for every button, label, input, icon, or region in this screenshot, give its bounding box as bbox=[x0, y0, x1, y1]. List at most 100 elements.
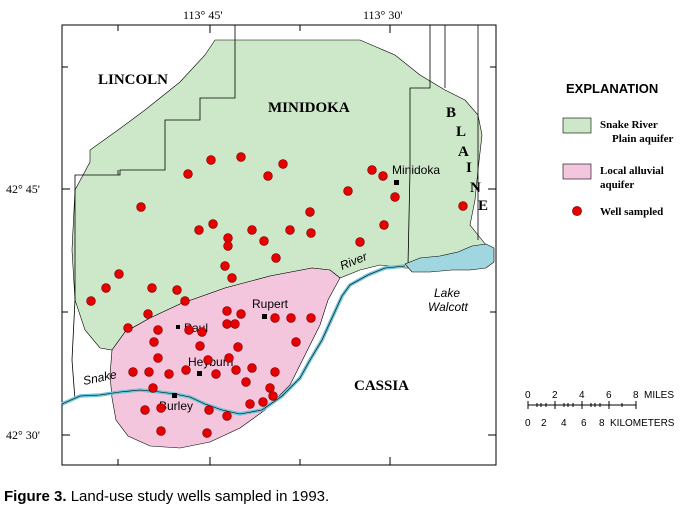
well-marker bbox=[233, 342, 243, 352]
well-marker bbox=[236, 309, 246, 319]
legend-item-1-line1: Snake River bbox=[600, 119, 658, 131]
map-ticks bbox=[62, 25, 496, 465]
well-marker bbox=[343, 186, 353, 196]
well-marker bbox=[222, 306, 232, 316]
well-marker bbox=[247, 225, 257, 235]
well-marker bbox=[306, 313, 316, 323]
well-marker bbox=[181, 365, 191, 375]
legend-well-dot bbox=[572, 206, 582, 216]
scale-km-4: 4 bbox=[561, 418, 567, 429]
well-marker bbox=[222, 411, 232, 421]
well-marker bbox=[270, 313, 280, 323]
well-marker bbox=[144, 367, 154, 377]
well-marker bbox=[355, 237, 365, 247]
well-marker bbox=[136, 202, 146, 212]
well-marker bbox=[156, 403, 166, 413]
well-marker bbox=[149, 337, 159, 347]
legend-item-2-line1: Local alluvial bbox=[600, 165, 664, 177]
lake-walcott bbox=[404, 243, 495, 273]
svg-text:E: E bbox=[478, 198, 488, 214]
latitude-label-2: 42° 30' bbox=[6, 428, 40, 442]
well-marker bbox=[143, 309, 153, 319]
well-marker bbox=[204, 405, 214, 415]
well-marker bbox=[220, 261, 230, 271]
svg-text:L: L bbox=[456, 124, 466, 140]
scale-miles-0: 0 bbox=[525, 390, 531, 401]
county-label-minidoka: MINIDOKA bbox=[268, 100, 350, 116]
well-marker bbox=[128, 367, 138, 377]
well-marker bbox=[208, 219, 218, 229]
well-marker bbox=[278, 159, 288, 169]
well-marker bbox=[458, 201, 468, 211]
well-marker bbox=[211, 369, 221, 379]
river-label-snake: Snake bbox=[82, 367, 119, 388]
scale-bar: 0 2 4 6 8 MILES 0 2 4 6 8 KILOMETERS bbox=[525, 390, 675, 429]
figure-caption-label: Figure 3. bbox=[4, 488, 67, 505]
scale-km-0: 0 bbox=[525, 418, 531, 429]
well-marker bbox=[379, 220, 389, 230]
well-marker bbox=[236, 152, 246, 162]
county-label-lincoln: LINCOLN bbox=[98, 72, 168, 88]
legend-item-3-line1: Well sampled bbox=[600, 206, 663, 218]
legend-swatch-green bbox=[562, 117, 592, 134]
well-marker bbox=[203, 355, 213, 365]
well-marker bbox=[285, 225, 295, 235]
legend: EXPLANATION Snake River Plain aquifer Lo… bbox=[562, 81, 674, 218]
scale-km-label: KILOMETERS bbox=[610, 418, 675, 429]
well-marker bbox=[222, 319, 232, 329]
scale-miles-8: 8 bbox=[633, 390, 639, 401]
svg-text:I: I bbox=[466, 160, 472, 176]
well-marker bbox=[227, 273, 237, 283]
legend-swatch-pink bbox=[562, 163, 592, 180]
well-marker bbox=[101, 283, 111, 293]
well-marker bbox=[305, 207, 315, 217]
well-marker bbox=[263, 171, 273, 181]
longitude-label-2: 113° 30' bbox=[363, 8, 403, 22]
well-marker bbox=[270, 367, 280, 377]
well-marker bbox=[114, 269, 124, 279]
well-marker bbox=[224, 353, 234, 363]
well-marker bbox=[147, 283, 157, 293]
well-marker bbox=[271, 253, 281, 263]
well-marker bbox=[258, 397, 268, 407]
scale-km-8: 8 bbox=[599, 418, 605, 429]
well-marker bbox=[230, 319, 240, 329]
well-marker bbox=[206, 155, 216, 165]
well-marker bbox=[291, 337, 301, 347]
well-marker bbox=[202, 428, 212, 438]
scale-km-6: 6 bbox=[581, 418, 587, 429]
legend-item-1-line2: Plain aquifer bbox=[612, 133, 674, 145]
well-marker bbox=[265, 383, 275, 393]
town-label-minidoka: Minidoka bbox=[392, 163, 440, 177]
figure-caption-text: Land-use study wells sampled in 1993. bbox=[70, 488, 330, 505]
town-markers bbox=[172, 180, 399, 398]
well-marker bbox=[153, 353, 163, 363]
well-marker bbox=[259, 236, 269, 246]
well-marker bbox=[156, 426, 166, 436]
well-marker bbox=[306, 228, 316, 238]
town-label-rupert: Rupert bbox=[252, 297, 289, 311]
well-marker bbox=[153, 325, 163, 335]
well-marker bbox=[286, 313, 296, 323]
well-marker bbox=[86, 296, 96, 306]
well-marker bbox=[172, 285, 182, 295]
scale-miles-2: 2 bbox=[552, 390, 558, 401]
well-marker bbox=[197, 327, 207, 337]
well-marker bbox=[223, 233, 233, 243]
well-marker bbox=[123, 323, 133, 333]
wells-layer bbox=[86, 152, 468, 438]
county-label-cassia: CASSIA bbox=[354, 378, 409, 394]
svg-text:B: B bbox=[446, 105, 456, 121]
legend-title: EXPLANATION bbox=[566, 81, 658, 96]
scale-miles-4: 4 bbox=[579, 390, 585, 401]
well-marker bbox=[247, 363, 257, 373]
figure-caption: Figure 3. Land-use study wells sampled i… bbox=[4, 488, 329, 505]
well-marker bbox=[245, 399, 255, 409]
county-boundaries bbox=[71, 25, 479, 401]
well-marker bbox=[183, 169, 193, 179]
well-marker bbox=[164, 369, 174, 379]
well-marker bbox=[180, 296, 190, 306]
well-marker bbox=[367, 165, 377, 175]
snake-river-outline bbox=[61, 265, 406, 415]
